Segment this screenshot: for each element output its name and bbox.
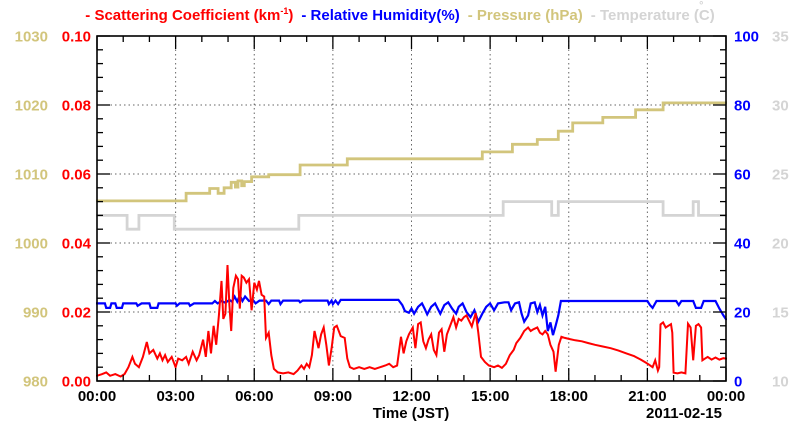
axis-ticks bbox=[96, 35, 727, 382]
legend-item: - Scattering Coefficient (km-1) bbox=[85, 6, 294, 24]
x-tick-label: 00:00 bbox=[707, 388, 745, 405]
scattering-tick-label: 0.06 bbox=[62, 167, 91, 184]
date-label: 2011-02-15 bbox=[646, 405, 722, 422]
humidity-series-line bbox=[96, 292, 727, 336]
temperature-tick-label: 15 bbox=[772, 305, 789, 322]
scattering-tick-label: 0.08 bbox=[62, 98, 91, 115]
series-lines bbox=[96, 101, 727, 378]
temperature-tick-label: 25 bbox=[772, 167, 789, 184]
temperature-tick-label: 35 bbox=[772, 29, 789, 46]
humidity-tick-label: 40 bbox=[734, 236, 751, 253]
x-tick-label: 21:00 bbox=[628, 388, 666, 405]
temperature-tick-label: 10 bbox=[772, 374, 789, 391]
pressure-series-line bbox=[96, 101, 727, 203]
x-tick-label: 03:00 bbox=[156, 388, 194, 405]
pressure-tick-label: 990 bbox=[23, 305, 48, 322]
humidity-tick-label: 20 bbox=[734, 305, 751, 322]
pressure-tick-label: 980 bbox=[23, 374, 48, 391]
x-tick-label: 09:00 bbox=[314, 388, 352, 405]
scattering-series-line bbox=[96, 265, 727, 378]
scattering-tick-label: 0.02 bbox=[62, 305, 91, 322]
temperature-tick-label: 30 bbox=[772, 98, 789, 115]
humidity-tick-label: 80 bbox=[734, 98, 751, 115]
temperature-tick-label: 20 bbox=[772, 236, 789, 253]
humidity-tick-label: 60 bbox=[734, 167, 751, 184]
scattering-tick-label: 0.10 bbox=[62, 29, 91, 46]
humidity-tick-label: 100 bbox=[734, 29, 759, 46]
humidity-tick-label: 0 bbox=[734, 374, 742, 391]
x-tick-label: 12:00 bbox=[392, 388, 430, 405]
x-tick-label: 00:00 bbox=[78, 388, 116, 405]
x-axis-title: Time (JST) bbox=[372, 405, 450, 422]
scattering-tick-label: 0.04 bbox=[62, 236, 92, 253]
x-tick-label: 15:00 bbox=[471, 388, 509, 405]
axis-tick-labels: 10301020101010009909800.100.080.060.040.… bbox=[15, 29, 789, 406]
legend-item: - Relative Humidity(%) bbox=[301, 7, 460, 24]
legend-item: - Pressure (hPa) bbox=[467, 7, 583, 24]
pressure-tick-label: 1020 bbox=[15, 98, 48, 115]
temperature-series-line bbox=[96, 200, 727, 231]
pressure-tick-label: 1000 bbox=[15, 236, 48, 253]
pressure-tick-label: 1010 bbox=[15, 167, 48, 184]
gridlines bbox=[97, 36, 726, 381]
scattering-tick-label: 0.00 bbox=[62, 374, 91, 391]
pressure-tick-label: 1030 bbox=[15, 29, 48, 46]
x-tick-label: 06:00 bbox=[235, 388, 273, 405]
legend: - Scattering Coefficient (km-1) - Relativ… bbox=[0, 0, 800, 24]
x-tick-label: 18:00 bbox=[550, 388, 588, 405]
legend-item: - Temperature (° C) bbox=[590, 0, 715, 24]
